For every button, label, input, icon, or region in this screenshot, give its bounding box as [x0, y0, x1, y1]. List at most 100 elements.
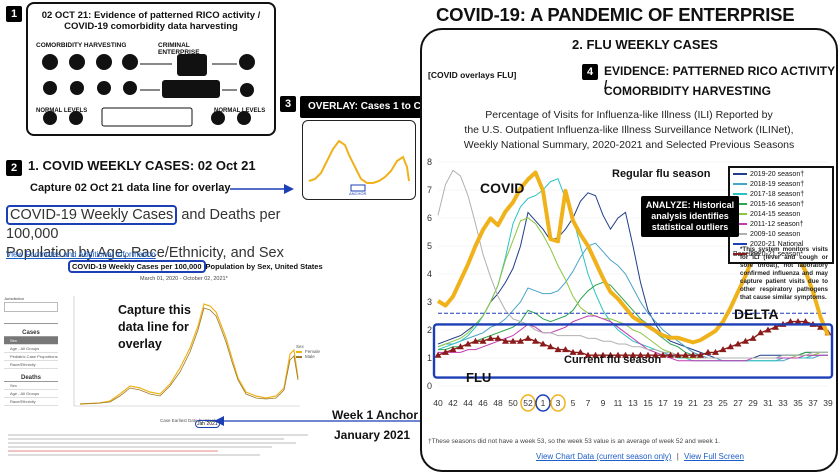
- ili-current-marker: [599, 351, 607, 358]
- panel1-harvest-label: COMORBIDITY HARVESTING: [36, 42, 127, 49]
- mini-title-highlight: COVID-19 Weekly Cases per 100,000: [68, 260, 206, 273]
- ili-note: *This system monitors visits for ILI (fe…: [740, 246, 828, 301]
- ili-title-line2: the U.S. Outpatient Influenza-like Illne…: [464, 124, 794, 136]
- ili-legend-swatch: [733, 253, 747, 256]
- label-flu: FLU: [466, 370, 492, 385]
- ili-current-marker: [479, 337, 487, 344]
- ili-current-marker: [472, 337, 479, 344]
- ili-current-marker: [742, 337, 749, 344]
- sidebar-cases-pediatric[interactable]: Pediatric Case Proportions: [4, 353, 58, 361]
- ili-current-marker: [569, 348, 577, 355]
- ili-current-marker: [704, 348, 712, 355]
- ili-current-marker: [749, 334, 757, 341]
- ili-xtick-label: 37: [808, 398, 818, 408]
- xtick-highlight-circle: [550, 394, 566, 412]
- mini-legend-title: Sex: [296, 344, 304, 349]
- cdc-title-rest: and Deaths per 100,000: [6, 207, 281, 242]
- ili-current-marker: [584, 351, 592, 358]
- sidebar-deaths-sex[interactable]: Sex: [4, 382, 58, 390]
- ili-legend-label: 2015-16 season†: [750, 201, 805, 208]
- badge-4: 4: [582, 64, 598, 80]
- flu-section-title: 2. FLU WEEKLY CASES: [572, 37, 718, 52]
- cdc-footnotes-link[interactable]: View Footnotes and Additional Informatio…: [6, 250, 156, 259]
- ili-current-marker: [457, 343, 464, 350]
- ili-current-marker: [689, 351, 697, 358]
- view-chart-data-link[interactable]: View Chart Data (current season only): [536, 452, 672, 461]
- ili-xtick-label: 52: [523, 398, 533, 408]
- ili-legend-label: 2018-19 season†: [750, 181, 805, 188]
- ili-current-marker: [682, 351, 689, 358]
- week1-anchor-line1: Week 1 Anchor: [332, 408, 419, 422]
- ili-current-marker: [659, 351, 667, 358]
- sidebar-jurisdiction-label: Jurisdiction: [4, 296, 25, 301]
- ili-legend-label: 2017-18 season†: [750, 191, 805, 198]
- ili-xtick-label: 25: [718, 398, 728, 408]
- ili-legend-entry: 2019-20 season†: [733, 170, 829, 180]
- ili-ytick-label: 1: [427, 353, 432, 363]
- mini-xlabel: Case Earliest Date by Week: [160, 418, 217, 423]
- ili-ytick-label: 5: [427, 241, 432, 251]
- ili-legend: 2019-20 season† 2018-19 season† 2017-18 se…: [728, 166, 834, 264]
- ili-current-marker: [494, 334, 502, 341]
- mini-title: COVID-19 Weekly Cases per 100,000 Populat…: [68, 260, 323, 273]
- ili-xtick-label: 11: [614, 398, 623, 408]
- ili-current-marker: [787, 318, 794, 325]
- ili-current-marker: [449, 346, 457, 353]
- mini-chart-female-line: [79, 303, 299, 405]
- ili-legend-swatch: [733, 213, 747, 216]
- sidebar-jurisdiction-select[interactable]: [4, 302, 58, 312]
- ili-current-marker: [614, 351, 622, 358]
- ili-current-marker: [502, 337, 509, 344]
- capture-arrow: [230, 184, 294, 194]
- sidebar-deaths-age[interactable]: Age - All Groups: [4, 390, 58, 398]
- panel1-normal-label: NORMAL LEVELS: [36, 108, 88, 114]
- ili-current-marker: [577, 348, 584, 355]
- ili-ytick-label: 3: [427, 297, 432, 307]
- ili-current-marker: [509, 337, 517, 344]
- mini-legend-male: Male: [296, 354, 320, 359]
- mini-chart: [73, 296, 300, 407]
- overlay-anchor-label: ANCHOR: [349, 191, 367, 196]
- ili-ytick-label: 4: [427, 269, 432, 279]
- covid-overlays-label: [COVID overlays FLU]: [428, 70, 517, 80]
- sidebar-cases-sex[interactable]: Sex: [4, 337, 58, 345]
- analyze-text: ANALYZE: Historical analysis identifies …: [645, 200, 735, 232]
- ili-xtick-label: 23: [703, 398, 713, 408]
- ili-xtick-label: 40: [433, 398, 443, 408]
- ili-current-marker: [667, 351, 674, 358]
- label-current-flu: Current flu season: [564, 354, 662, 366]
- xtick-highlight-circle: [520, 394, 536, 412]
- ili-title-line1: Percentage of Visits for Influenza-like …: [485, 109, 773, 121]
- ili-legend-label: 2020-21 season*: [750, 251, 803, 258]
- ili-xtick-label: 5: [571, 398, 576, 408]
- ili-xtick-label: 13: [628, 398, 638, 408]
- ili-current-marker: [757, 329, 764, 336]
- ili-current-marker: [817, 323, 824, 330]
- ili-xtick-label: 9: [601, 398, 606, 408]
- ili-xtick-label: 33: [778, 398, 788, 408]
- ili-series-line: [437, 169, 828, 359]
- mini-anchor-label: Jan 2021: [197, 421, 218, 427]
- sidebar-deaths-race[interactable]: Race/Ethnicity: [4, 398, 58, 406]
- section-covid-title: 1. COVID WEEKLY CASES: 02 Oct 21: [28, 158, 256, 173]
- sidebar-cases-age[interactable]: Age - All Groups: [4, 345, 58, 353]
- panel1-normal-label-2: NORMAL LEVELS: [214, 108, 266, 114]
- xtick-highlight-circle: [535, 394, 551, 412]
- view-full-screen-link[interactable]: View Full Screen: [684, 452, 744, 461]
- mini-legend: Sex Female Male: [296, 344, 320, 359]
- ili-current-marker: [712, 348, 719, 355]
- sidebar-date-slider[interactable]: [4, 315, 58, 324]
- ili-ytick-label: 2: [427, 325, 432, 335]
- ili-current-marker: [464, 340, 472, 347]
- capture-note: Capture 02 Oct 21 data line for overlay: [30, 182, 231, 194]
- sidebar-cases-race[interactable]: Race/Ethnicity: [4, 361, 58, 369]
- ili-current-marker: [734, 340, 742, 347]
- ili-current-marker: [727, 343, 734, 350]
- ili-legend-entry: 2009-10 season: [733, 230, 829, 240]
- ili-legend-swatch: [733, 243, 747, 246]
- ili-current-marker: [794, 318, 802, 325]
- ili-current-marker: [547, 343, 554, 350]
- evidence-line2: COMORBIDITY HARVESTING: [604, 84, 771, 98]
- ili-legend-swatch: [733, 173, 747, 176]
- capture-overlay-text: Capture this data line for overlay: [118, 303, 191, 351]
